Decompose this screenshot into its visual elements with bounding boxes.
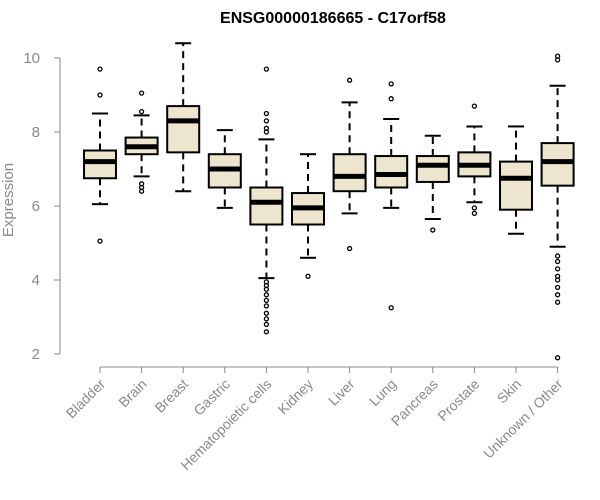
x-tick-label: Prostate bbox=[434, 376, 482, 424]
outlier-point bbox=[138, 181, 145, 187]
box-kidney bbox=[291, 153, 325, 279]
box-brain bbox=[124, 90, 159, 194]
outlier-point bbox=[263, 303, 270, 309]
outlier-point bbox=[346, 77, 353, 83]
outlier-point bbox=[554, 253, 561, 259]
outlier-point bbox=[97, 66, 103, 72]
y-axis-label: Expression bbox=[0, 163, 17, 237]
outlier-point bbox=[388, 81, 394, 87]
box-liver bbox=[332, 77, 367, 252]
outlier-point bbox=[97, 238, 103, 244]
outlier-point bbox=[263, 279, 270, 285]
outlier-point bbox=[554, 258, 561, 265]
x-tick-label: Bladder bbox=[63, 376, 109, 422]
chart-title: ENSG00000186665 - C17orf58 bbox=[220, 10, 446, 27]
box-iqr bbox=[83, 149, 117, 180]
outlier-point bbox=[263, 118, 270, 124]
outlier-point bbox=[471, 210, 478, 217]
outlier-point bbox=[388, 305, 394, 311]
outlier-point bbox=[138, 90, 145, 96]
outlier-point bbox=[554, 292, 561, 298]
x-tick-label: Kidney bbox=[275, 376, 317, 418]
outlier-point bbox=[263, 310, 270, 316]
outlier-point bbox=[346, 245, 353, 252]
y-tick-label: 6 bbox=[32, 198, 40, 215]
outlier-point bbox=[554, 53, 561, 59]
outlier-point bbox=[263, 110, 270, 117]
outlier-point bbox=[263, 292, 270, 298]
outlier-point bbox=[554, 355, 561, 361]
x-tick-label: Breast bbox=[151, 376, 191, 416]
box-unknown-other bbox=[540, 53, 575, 361]
y-tick-label: 4 bbox=[32, 272, 40, 289]
box-lung bbox=[374, 81, 409, 311]
x-tick-label: Skin bbox=[494, 376, 525, 407]
y-tick-label: 2 bbox=[32, 346, 40, 363]
box-skin bbox=[499, 125, 533, 235]
y-tick-label: 8 bbox=[32, 124, 40, 141]
box-bladder bbox=[83, 66, 117, 244]
x-tick-label: Liver bbox=[325, 376, 358, 409]
outlier-point bbox=[263, 329, 270, 335]
outlier-point bbox=[263, 125, 270, 131]
outlier-point bbox=[471, 103, 478, 109]
y-axis: 2 4 6 8 10 bbox=[23, 50, 61, 363]
outlier-point bbox=[263, 316, 270, 322]
outlier-point bbox=[138, 109, 145, 115]
box-iqr bbox=[540, 142, 575, 187]
y-tick-label: 10 bbox=[23, 50, 40, 67]
outlier-point bbox=[430, 227, 436, 233]
outlier-point bbox=[263, 321, 270, 328]
outlier-point bbox=[263, 297, 270, 304]
box-hematopoietic-cells bbox=[249, 66, 284, 335]
box-iqr bbox=[415, 155, 450, 183]
outlier-point bbox=[554, 284, 561, 291]
box-iqr bbox=[332, 153, 367, 193]
box-prostate bbox=[457, 103, 492, 217]
outlier-point bbox=[97, 92, 103, 98]
outlier-point bbox=[554, 273, 561, 279]
box-iqr bbox=[499, 160, 533, 211]
outlier-point bbox=[471, 205, 478, 211]
boxes bbox=[83, 42, 575, 361]
box-iqr bbox=[249, 186, 284, 226]
box-breast bbox=[166, 42, 201, 193]
outlier-point bbox=[263, 66, 270, 72]
box-pancreas bbox=[415, 134, 450, 233]
box-iqr bbox=[374, 155, 409, 189]
x-tick-label: Unknown / Other bbox=[480, 376, 566, 462]
outlier-point bbox=[388, 96, 394, 102]
box-iqr bbox=[166, 105, 201, 154]
outlier-point bbox=[305, 273, 311, 279]
box-gastric bbox=[207, 129, 242, 209]
x-tick-label: Brain bbox=[115, 376, 149, 410]
x-tick-label: Lung bbox=[366, 376, 399, 409]
outlier-point bbox=[554, 299, 561, 305]
outlier-point bbox=[554, 266, 561, 272]
